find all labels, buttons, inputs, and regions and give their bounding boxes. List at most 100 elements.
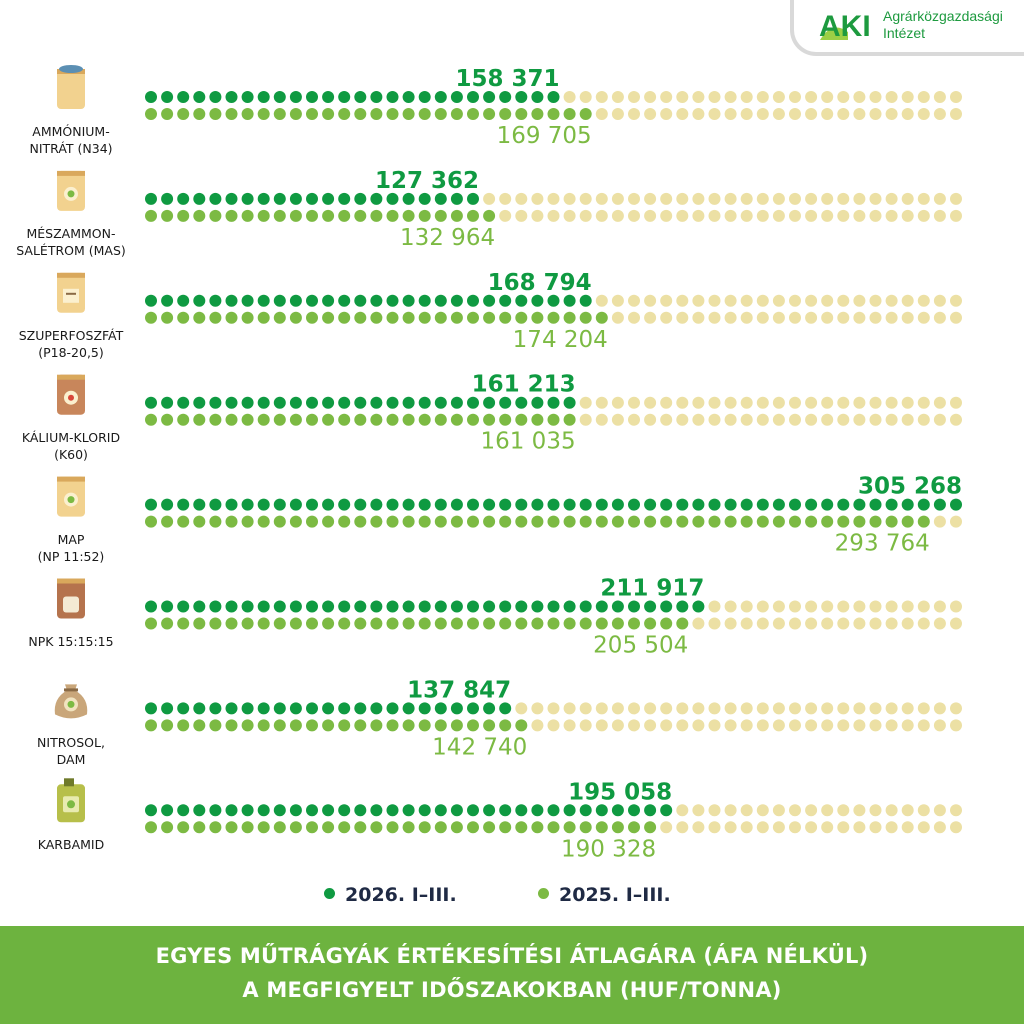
category-label-line: (K60) <box>54 446 88 462</box>
dot-empty <box>595 192 608 205</box>
dot-empty <box>917 804 930 817</box>
dot-empty <box>789 719 801 732</box>
dot-2026 <box>241 498 254 511</box>
dot-2026 <box>338 91 351 103</box>
dot-2025 <box>177 821 190 834</box>
dot-2025 <box>740 515 753 528</box>
dot-2026 <box>145 600 157 613</box>
value-label-2025: 190 328 <box>561 836 656 862</box>
dot-2025 <box>515 413 528 426</box>
dot-2025 <box>853 515 866 528</box>
dot-2025 <box>660 617 673 630</box>
dot-2025 <box>547 311 560 324</box>
dot-empty <box>837 294 850 307</box>
dot-2025 <box>338 108 351 120</box>
dot-2025 <box>338 617 351 630</box>
dot-2026 <box>145 294 157 307</box>
dot-2025 <box>289 821 302 834</box>
dot-empty <box>805 294 818 307</box>
dot-empty <box>853 91 866 103</box>
dot-2026 <box>145 804 157 817</box>
dot-2026 <box>901 498 914 511</box>
dot-2026 <box>193 498 206 511</box>
dot-2025 <box>370 108 383 120</box>
chart-row: 211 917 205 504 <box>57 576 962 659</box>
dot-2026 <box>322 294 335 307</box>
dot-2026 <box>563 294 576 307</box>
dot-2026 <box>177 804 190 817</box>
dot-empty <box>692 192 705 205</box>
dot-2026 <box>515 91 528 103</box>
dot-empty <box>821 108 834 120</box>
footer-title-line2: A MEGFIGYELT IDŐSZAKOKBAN (HUF/TONNA) <box>242 978 782 1002</box>
legend-2026: 2026. I–III. <box>324 884 457 906</box>
dot-2026 <box>515 804 528 817</box>
dot-2025 <box>257 311 270 324</box>
dot-empty <box>740 311 753 324</box>
dot-2026 <box>434 192 447 205</box>
dot-2026 <box>708 498 721 511</box>
dot-2025 <box>434 821 447 834</box>
dot-2025 <box>354 108 367 120</box>
dot-2026 <box>402 294 415 307</box>
dot-2026 <box>418 294 431 307</box>
bag-leaf <box>67 190 75 198</box>
dot-empty <box>789 91 801 103</box>
dot-2026 <box>595 600 608 613</box>
dot-2025 <box>467 617 479 630</box>
dot-empty <box>933 192 946 205</box>
dot-2025 <box>724 515 737 528</box>
dot-2026 <box>322 804 335 817</box>
dot-empty <box>531 192 544 205</box>
dot-2026 <box>756 498 769 511</box>
value-label-2025: 161 035 <box>480 429 575 455</box>
dot-empty <box>595 702 608 715</box>
dot-2026 <box>692 600 705 613</box>
dot-2025 <box>547 515 560 528</box>
dot-2026 <box>531 396 544 409</box>
dot-2026 <box>595 498 608 511</box>
dot-empty <box>837 91 850 103</box>
dot-2026 <box>660 498 673 511</box>
dot-2025 <box>306 413 318 426</box>
dot-empty <box>885 294 898 307</box>
dot-empty <box>885 719 898 732</box>
dot-empty <box>869 617 882 630</box>
category-label: KARBAMID <box>1 836 141 853</box>
dot-empty <box>611 702 624 715</box>
category-label: AMMÓNIUM- NITRÁT (N34) <box>1 123 141 157</box>
dot-2026 <box>193 702 206 715</box>
dot-2026 <box>193 804 206 817</box>
dot-empty <box>933 617 946 630</box>
dot-empty <box>515 192 528 205</box>
dot-empty <box>628 91 640 103</box>
dot-empty <box>756 396 769 409</box>
dot-2026 <box>628 498 640 511</box>
dot-empty <box>901 294 914 307</box>
tied-sack-icon <box>54 684 88 719</box>
logo-name-line2: Intézet <box>883 25 926 41</box>
dot-empty <box>740 600 753 613</box>
dot-empty <box>660 108 673 120</box>
dot-2025 <box>386 617 399 630</box>
dot-2025 <box>193 617 206 630</box>
dot-2025 <box>370 209 383 222</box>
dot-2025 <box>483 515 496 528</box>
dot-2025 <box>434 617 447 630</box>
dot-empty <box>676 294 689 307</box>
dot-2026 <box>193 192 206 205</box>
dot-2026 <box>161 498 174 511</box>
sack-granules <box>59 65 83 73</box>
dot-empty <box>611 192 624 205</box>
dot-empty <box>869 91 882 103</box>
dot-2025 <box>161 311 174 324</box>
dot-2025 <box>821 515 834 528</box>
dot-2026 <box>660 804 673 817</box>
dot-2026 <box>193 294 206 307</box>
fertilizer-bag-window-icon <box>57 578 85 619</box>
dot-2026 <box>289 294 302 307</box>
dot-empty <box>595 108 608 120</box>
dot-2026 <box>338 600 351 613</box>
dot-empty <box>740 192 753 205</box>
dot-empty <box>644 108 657 120</box>
